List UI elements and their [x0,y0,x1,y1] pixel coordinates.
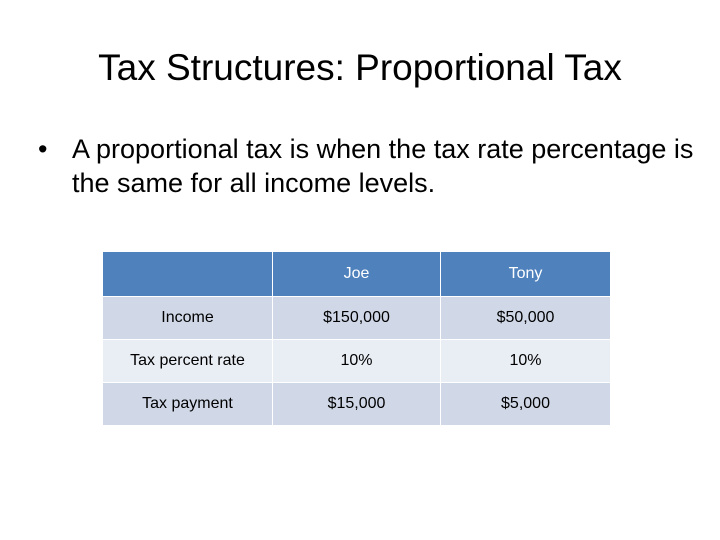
header-cell-tony: Tony [440,251,611,297]
cell-joe-tax-rate: 10% [272,339,441,383]
cell-tony-income: $50,000 [440,296,611,340]
bullet-text: A proportional tax is when the tax rate … [72,134,694,198]
cell-joe-income: $150,000 [272,296,441,340]
row-label-income: Income [102,296,273,340]
cell-joe-tax-payment: $15,000 [272,382,441,426]
table-header-row: Joe Tony [102,251,611,297]
table-row: Income $150,000 $50,000 [102,296,611,340]
header-cell-joe: Joe [272,251,441,297]
cell-tony-tax-payment: $5,000 [440,382,611,426]
bullet-icon: • [38,134,48,164]
bullet-list: • A proportional tax is when the tax rat… [38,132,698,200]
table-row: Tax percent rate 10% 10% [102,339,611,383]
table-row: Tax payment $15,000 $5,000 [102,382,611,426]
row-label-tax-payment: Tax payment [102,382,273,426]
cell-tony-tax-rate: 10% [440,339,611,383]
header-cell-empty [102,251,273,297]
row-label-tax-rate: Tax percent rate [102,339,273,383]
tax-comparison-table: Joe Tony Income $150,000 $50,000 Tax per… [102,251,611,426]
slide-title: Tax Structures: Proportional Tax [98,47,622,88]
bullet-item: • A proportional tax is when the tax rat… [38,132,698,200]
